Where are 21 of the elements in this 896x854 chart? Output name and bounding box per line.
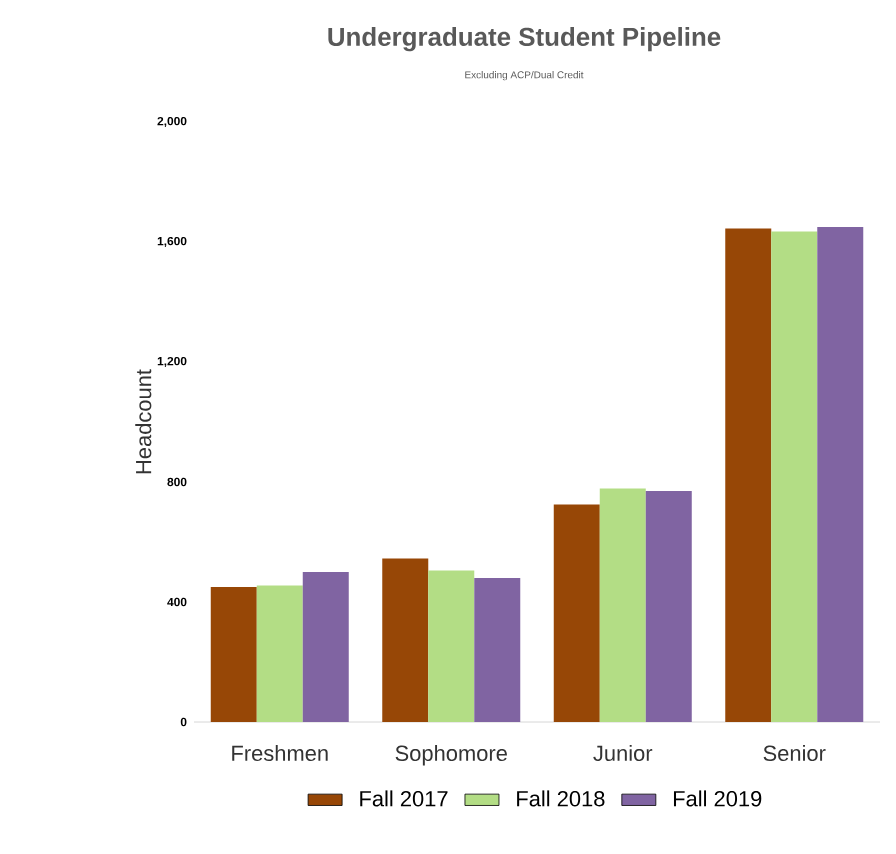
chart-title: Undergraduate Student Pipeline: [328, 27, 721, 52]
legend-label: Fall 2019: [673, 790, 762, 807]
x-tick-label: Senior: [763, 744, 826, 762]
bar: [817, 227, 864, 722]
bar: [256, 585, 303, 722]
legend-label: Fall 2018: [517, 790, 605, 807]
x-tick-label: Freshmen: [232, 744, 328, 762]
bar: [474, 578, 521, 722]
bar: [599, 488, 646, 722]
bar: [725, 228, 772, 722]
bar: [302, 572, 349, 722]
x-tick-label: Sophomore: [395, 744, 507, 766]
bar: [553, 504, 600, 722]
bar: [771, 231, 818, 722]
bar: [210, 587, 257, 722]
bar: [428, 570, 475, 722]
bar: [645, 491, 692, 722]
legend-label: Fall 2017: [360, 790, 448, 807]
bar: [382, 558, 429, 722]
y-axis-title: Headcount: [135, 369, 152, 474]
x-tick-label: Junior: [593, 744, 653, 762]
